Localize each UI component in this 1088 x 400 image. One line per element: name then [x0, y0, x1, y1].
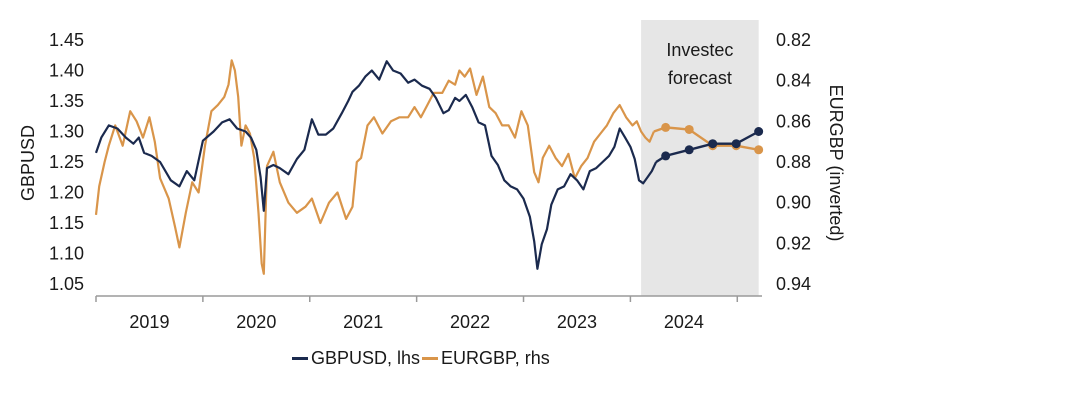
y-left-tick-label: 1.45	[49, 30, 84, 50]
y-left-tick-label: 1.30	[49, 122, 84, 142]
x-axis-label-2020: 2020	[236, 312, 276, 332]
forecast-region	[641, 20, 759, 296]
y-left-tick-label: 1.20	[49, 183, 84, 203]
y-left-tick-label: 1.05	[49, 274, 84, 294]
y-left-tick-label: 1.15	[49, 213, 84, 233]
y-right-tick-label: 0.86	[776, 111, 811, 131]
forecast-point-gbpusd	[684, 145, 694, 155]
y-right-tick-label: 0.82	[776, 30, 811, 50]
legend-label-eurgbp: EURGBP, rhs	[441, 348, 550, 368]
legend-label-gbpusd: GBPUSD, lhs	[311, 348, 421, 368]
y-right-tick-label: 0.84	[776, 71, 811, 91]
forecast-point-eurgbp	[754, 145, 764, 155]
y-right-tick-label: 0.94	[776, 274, 811, 294]
x-axis-label-2022: 2022	[450, 312, 490, 332]
series-line-eurgbp	[94, 59, 655, 275]
forecast-point-eurgbp	[661, 122, 671, 132]
x-axis-label-2021: 2021	[343, 312, 383, 332]
legend-swatch-eurgbp	[422, 357, 439, 360]
x-axis-label-2019: 2019	[129, 312, 169, 332]
forecast-point-gbpusd	[708, 139, 718, 149]
y-left-tick-label: 1.40	[49, 61, 84, 81]
forecast-point-gbpusd	[661, 151, 671, 161]
y-left-tick-label: 1.35	[49, 91, 84, 111]
x-axis-label-2024: 2024	[664, 312, 704, 332]
x-axis-label-2023: 2023	[557, 312, 597, 332]
forecast-point-gbpusd	[754, 127, 764, 136]
y-axis-left-title: GBPUSD	[18, 125, 38, 201]
forecast-point-gbpusd	[731, 139, 741, 149]
y-right-tick-label: 0.92	[776, 233, 811, 253]
series-line-gbpusd	[94, 60, 658, 270]
legend: GBPUSD, lhs EURGBP, rhs	[292, 348, 552, 369]
y-right-tick-label: 0.88	[776, 152, 811, 172]
legend-item-gbpusd: GBPUSD, lhs	[292, 348, 420, 369]
y-axis-right-title: EURGBP (inverted)	[826, 85, 846, 242]
legend-swatch-gbpusd	[292, 357, 308, 360]
forecast-label-line2: forecast	[668, 68, 732, 88]
forecast-label-line1: Investec	[666, 40, 733, 60]
y-left-tick-label: 1.10	[49, 244, 84, 264]
y-left-tick-label: 1.25	[49, 152, 84, 172]
y-right-tick-label: 0.90	[776, 193, 811, 213]
legend-item-eurgbp: EURGBP, rhs	[422, 348, 550, 369]
forecast-point-eurgbp	[684, 124, 694, 134]
